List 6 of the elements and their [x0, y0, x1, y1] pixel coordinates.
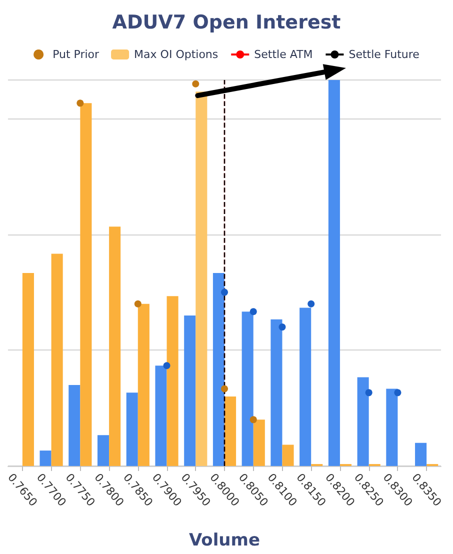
legend-label: Put Prior — [52, 48, 100, 61]
legend-label: Settle Future — [348, 48, 420, 61]
chart-title: ADUV7 Open Interest — [112, 12, 341, 34]
legend-label: Max OI Options — [134, 48, 218, 61]
x-axis-title: Volume — [188, 530, 260, 550]
legend-label: Settle ATM — [254, 48, 313, 61]
